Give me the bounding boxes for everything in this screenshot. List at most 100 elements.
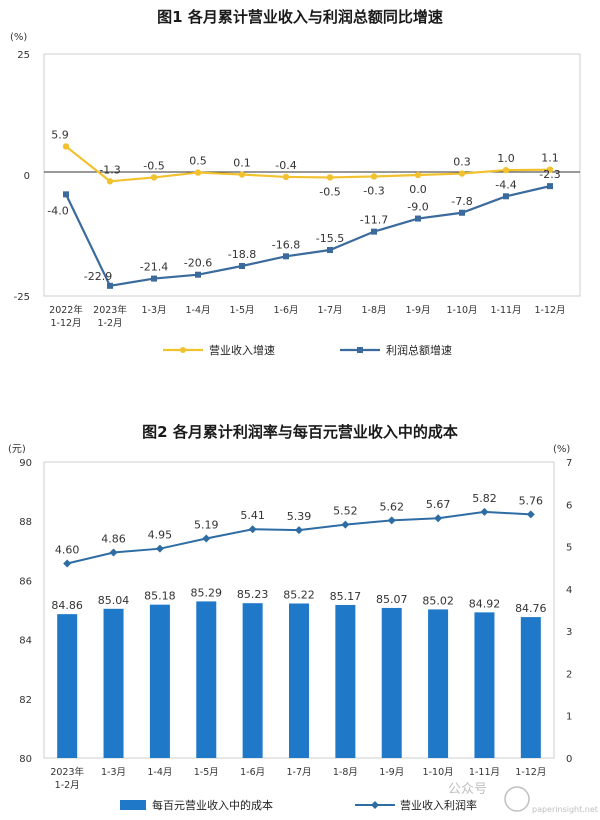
- chart1-revenue-point: [106, 178, 114, 185]
- chart1: 图1 各月累计营业收入与利润总额同比增速 (%) 25 0 -25 2022年 1-1…: [10, 8, 581, 357]
- chart2-margin-data-label: 5.39: [287, 510, 312, 523]
- chart2-x-tick-label: 2023年: [50, 766, 84, 778]
- chart2-margin-data-label: 5.52: [333, 505, 358, 518]
- chart2-line-series: 4.60 4.86 4.95 5.19 5.41 5.39 5.52 5.62 5.67 5.82…: [55, 492, 543, 568]
- watermark-logo-icon: [504, 786, 530, 812]
- chart1-profit-data-label: -11.7: [360, 214, 388, 227]
- chart1-plot-frame: [43, 53, 581, 297]
- chart1-profit-data-label: -15.5: [316, 232, 344, 245]
- chart2-x-tick-label: 1-3月: [101, 767, 126, 778]
- chart2-margin-point: [202, 534, 211, 543]
- chart2-cost-bar: [57, 614, 78, 758]
- chart2-margin-point: [387, 516, 396, 525]
- chart1-profit-data-label: -18.8: [228, 248, 256, 261]
- watermark-site: paperinsight.net: [532, 805, 598, 814]
- chart1-y-tick-label: -25: [14, 292, 30, 303]
- chart2-cost-data-label: 85.04: [98, 594, 130, 607]
- chart2-margin-data-label: 5.76: [519, 494, 544, 507]
- chart2-right-tick-label: 5: [566, 543, 572, 554]
- watermark-account: 公众号: [448, 782, 487, 797]
- chart1-y-unit: (%): [10, 32, 27, 43]
- chart1-y-axis: 25 0 -25: [14, 50, 30, 303]
- chart2-right-tick-label: 1: [566, 712, 572, 723]
- chart1-revenue-data-label: -0.4: [275, 159, 296, 172]
- chart1-x-tick-label: 1-12月: [50, 318, 81, 329]
- chart1-profit-data-label: -16.8: [272, 238, 300, 251]
- chart1-profit-point: [503, 193, 509, 200]
- chart2-margin-data-label: 5.82: [472, 492, 497, 505]
- chart2-title: 图2 各月累计利润率与每百元营业收入中的成本: [142, 423, 458, 441]
- chart2-cost-bar: [289, 603, 309, 758]
- chart2-margin-data-label: 5.67: [426, 498, 451, 511]
- chart2-cost-data-label: 85.29: [191, 586, 223, 599]
- chart1-revenue-point: [546, 166, 554, 173]
- chart1-x-tick-label: 1-3月: [141, 305, 166, 316]
- chart1-profit-data-label: -9.0: [407, 201, 428, 214]
- chart1-profit-data-label: -22.9: [84, 270, 112, 283]
- chart1-revenue-point: [370, 173, 378, 180]
- chart2-y-axes: 80 82 84 86 88 90 0 1 2 3 4 5 6 7: [19, 458, 572, 765]
- chart1-profit-data-label: -20.6: [184, 257, 212, 270]
- chart1-y-tick-label: 0: [24, 171, 30, 182]
- chart2-legend-swatch: [120, 800, 146, 810]
- chart2-cost-data-label: 85.22: [283, 588, 315, 601]
- chart2-x-tick-label: 1-10月: [423, 767, 454, 778]
- chart1-x-tick-label: 1-7月: [317, 305, 342, 316]
- chart1-x-tick-label: 1-5月: [229, 305, 254, 316]
- chart2-margin-point: [526, 510, 535, 519]
- chart1-profit-point: [283, 253, 289, 260]
- chart1-profit-data-label: -4.4: [495, 178, 516, 191]
- chart1-x-axis: 2022年 1-12月 2023年 1-2月 1-3月 1-4月 1-5月 1-6月 1-7月 1…: [49, 304, 565, 329]
- chart2-cost-data-label: 85.23: [237, 588, 269, 601]
- chart1-legend-marker: [180, 347, 186, 353]
- chart2-right-tick-label: 4: [566, 585, 572, 596]
- chart1-revenue-point: [502, 166, 510, 174]
- chart1-revenue-data-label: -0.5: [319, 185, 340, 198]
- chart1-x-tick-label: 1-6月: [273, 305, 298, 316]
- chart2-x-tick-label: 1-9月: [379, 767, 404, 778]
- chart2-cost-bar: [242, 603, 263, 758]
- chart2-margin-data-label: 5.62: [379, 500, 404, 513]
- chart2-margin-point: [434, 514, 443, 523]
- chart2-right-tick-label: 3: [566, 627, 572, 638]
- chart1-revenue-data-label: 0.1: [233, 157, 251, 170]
- chart2-x-tick-label: 1-12月: [515, 767, 546, 778]
- chart2-x-tick-label: 1-11月: [469, 767, 500, 778]
- chart1-revenue-data-label: 0.5: [189, 155, 207, 168]
- chart1-profit-point: [459, 209, 465, 216]
- chart1-profit-point: [195, 271, 201, 278]
- chart2-left-tick-label: 80: [19, 754, 32, 765]
- chart2-margin-data-label: 4.60: [55, 543, 80, 556]
- chart1-x-tick-label: 2022年: [49, 304, 83, 316]
- chart1-profit-point: [151, 275, 157, 282]
- chart1-series-line: [65, 145, 551, 183]
- chart2-margin-point: [341, 520, 350, 529]
- chart2-x-axis: 2023年 1-2月 1-3月 1-4月 1-5月 1-6月 1-7月 1-8月 1-9月 1-1…: [50, 766, 546, 791]
- chart2-cost-bar: [103, 608, 124, 758]
- chart1-revenue-point: [150, 174, 158, 181]
- chart2-left-tick-label: 90: [19, 458, 32, 469]
- chart1-revenue-data-label: 0.3: [453, 156, 471, 169]
- chart2-margin-point: [248, 525, 257, 534]
- chart1-profit-data-label: -7.8: [451, 195, 472, 208]
- chart2-left-unit: (元): [8, 444, 26, 455]
- chart1-profit-point: [327, 247, 333, 254]
- chart2-x-tick-label: 1-5月: [194, 767, 219, 778]
- chart2-margin-data-label: 4.95: [148, 529, 173, 542]
- chart1-x-tick-label: 1-8月: [361, 305, 386, 316]
- chart1-series: 5.9 -1.3 -0.5 0.5 0.1 -0.4 -0.5 -0.3 0.0 0.3 1.0 1.…: [47, 128, 561, 289]
- chart2-cost-bar: [149, 604, 170, 758]
- chart1-x-tick-label: 1-4月: [185, 305, 210, 316]
- chart1-revenue-point: [326, 174, 334, 181]
- chart2-cost-bar: [335, 604, 356, 758]
- chart1-legend-marker: [357, 347, 363, 353]
- chart2-right-tick-label: 7: [566, 458, 572, 469]
- chart1-revenue-point: [458, 170, 466, 177]
- chart1-profit-point: [63, 191, 69, 198]
- chart2-legend-marker: [371, 801, 379, 809]
- chart2-cost-bar: [381, 607, 402, 758]
- chart1-revenue-data-label: 1.1: [541, 152, 559, 165]
- chart1-revenue-point: [194, 169, 202, 176]
- chart1-profit-point: [547, 183, 553, 190]
